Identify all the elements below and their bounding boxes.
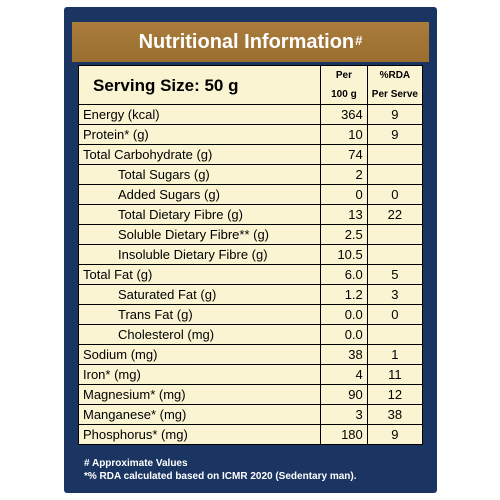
per-100g-value: 2	[320, 164, 368, 185]
per-100g-value: 364	[320, 104, 368, 125]
per-100g-value: 10.5	[320, 244, 368, 265]
col-rda: %RDA Per Serve	[366, 65, 424, 105]
per-100g-value: 1.2	[320, 284, 368, 305]
nutrient-name: Manganese* (mg)	[77, 404, 322, 425]
rda-value: 11	[366, 364, 424, 385]
rda-value: 9	[366, 124, 424, 145]
rda-value: 22	[366, 204, 424, 225]
nutrient-name: Total Carbohydrate (g)	[77, 144, 322, 165]
col-rda-line1: %RDA	[379, 70, 411, 81]
per-100g-value: 2.5	[320, 224, 368, 245]
table-row: Added Sugars (g) 0 0	[77, 184, 424, 205]
nutrient-name: Trans Fat (g)	[77, 304, 322, 325]
nutrient-name: Magnesium* (mg)	[77, 384, 322, 405]
per-100g-value: 0	[320, 184, 368, 205]
footnote-rda: *% RDA calculated based on ICMR 2020 (Se…	[84, 471, 357, 482]
table-row: Insoluble Dietary Fibre (g) 10.5	[77, 244, 424, 265]
nutrient-name: Total Sugars (g)	[77, 164, 322, 185]
rda-value: 9	[366, 424, 424, 445]
rda-value	[366, 144, 424, 165]
table-row: Soluble Dietary Fibre** (g) 2.5	[77, 224, 424, 245]
per-100g-value: 90	[320, 384, 368, 405]
nutrient-name: Added Sugars (g)	[77, 184, 322, 205]
nutrient-name: Phosphorus* (mg)	[77, 424, 322, 445]
per-100g-value: 74	[320, 144, 368, 165]
table-row: Saturated Fat (g) 1.2 3	[77, 284, 424, 305]
per-100g-value: 10	[320, 124, 368, 145]
title-bar: Nutritional Information #	[72, 22, 429, 62]
nutrient-name: Total Fat (g)	[77, 264, 322, 285]
table-row: Total Sugars (g) 2	[77, 164, 424, 185]
rda-value: 5	[366, 264, 424, 285]
nutrient-name: Iron* (mg)	[77, 364, 322, 385]
table-row: Iron* (mg) 4 11	[77, 364, 424, 385]
table-row: Total Fat (g) 6.0 5	[77, 264, 424, 285]
per-100g-value: 6.0	[320, 264, 368, 285]
nutrient-name: Soluble Dietary Fibre** (g)	[77, 224, 322, 245]
table-row: Total Dietary Fibre (g) 13 22	[77, 204, 424, 225]
rda-value: 0	[366, 184, 424, 205]
nutrient-name: Protein* (g)	[77, 124, 322, 145]
title-mark: #	[355, 32, 363, 48]
per-100g-value: 180	[320, 424, 368, 445]
rda-value	[366, 324, 424, 345]
table-row: Cholesterol (mg) 0.0	[77, 324, 424, 345]
col-per-line1: Per	[335, 70, 352, 81]
nutrient-name: Saturated Fat (g)	[77, 284, 322, 305]
table-row: Energy (kcal) 364 9	[77, 104, 424, 125]
per-100g-value: 3	[320, 404, 368, 425]
nutrient-name: Cholesterol (mg)	[77, 324, 322, 345]
col-per-line2: 100 g	[331, 89, 357, 100]
rda-value: 1	[366, 344, 424, 365]
table-row: Trans Fat (g) 0.0 0	[77, 304, 424, 325]
footnote-approximate: # Approximate Values	[84, 458, 188, 469]
table-row: Manganese* (mg) 3 38	[77, 404, 424, 425]
rda-value	[366, 244, 424, 265]
nutrition-panel: Nutritional Information # Serving Size: 5…	[64, 7, 437, 493]
table-row: Phosphorus* (mg) 180 9	[77, 424, 424, 445]
rda-value: 38	[366, 404, 424, 425]
table-row: Sodium (mg) 38 1	[77, 344, 424, 365]
rda-value: 3	[366, 284, 424, 305]
rda-value	[366, 164, 424, 185]
table-header-row: Serving Size: 50 g Per 100 g %RDA Per Se…	[77, 65, 424, 105]
rda-value: 12	[366, 384, 424, 405]
rda-value	[366, 224, 424, 245]
nutrient-name: Energy (kcal)	[77, 104, 322, 125]
nutrient-name: Total Dietary Fibre (g)	[77, 204, 322, 225]
serving-size: Serving Size: 50 g	[77, 65, 322, 105]
panel-title: Nutritional Information	[138, 30, 355, 53]
per-100g-value: 0.0	[320, 324, 368, 345]
nutrition-table: Serving Size: 50 g Per 100 g %RDA Per Se…	[77, 65, 424, 445]
per-100g-value: 0.0	[320, 304, 368, 325]
per-100g-value: 4	[320, 364, 368, 385]
rda-value: 9	[366, 104, 424, 125]
nutrient-name: Insoluble Dietary Fibre (g)	[77, 244, 322, 265]
table-row: Total Carbohydrate (g) 74	[77, 144, 424, 165]
per-100g-value: 13	[320, 204, 368, 225]
rda-value: 0	[366, 304, 424, 325]
table-row: Protein* (g) 10 9	[77, 124, 424, 145]
footnotes: # Approximate Values *% RDA calculated b…	[84, 457, 429, 483]
nutrient-name: Sodium (mg)	[77, 344, 322, 365]
col-rda-line2: Per Serve	[371, 89, 418, 100]
col-per-100g: Per 100 g	[320, 65, 368, 105]
table-row: Magnesium* (mg) 90 12	[77, 384, 424, 405]
per-100g-value: 38	[320, 344, 368, 365]
